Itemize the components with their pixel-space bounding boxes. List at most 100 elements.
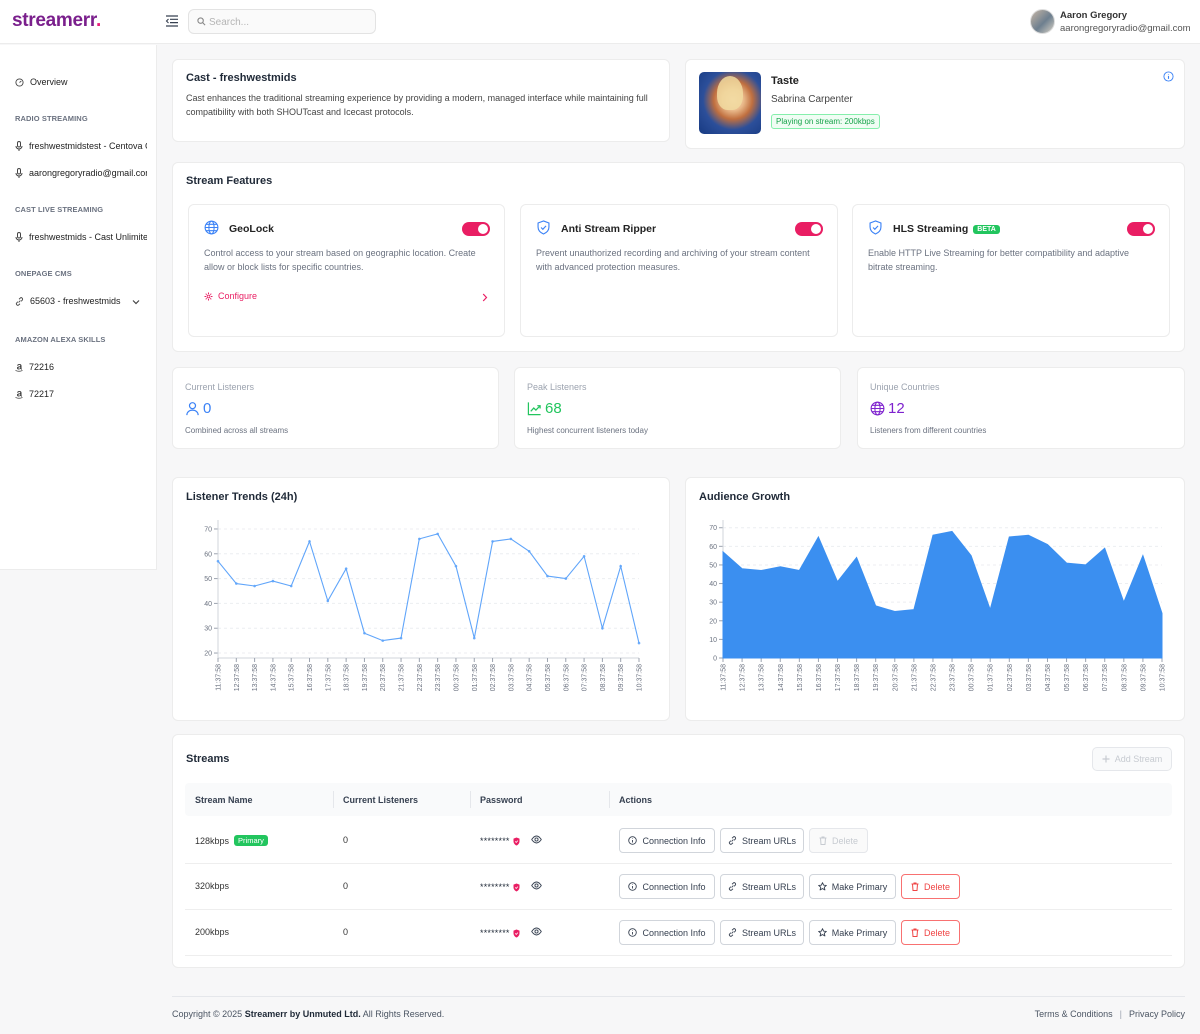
y-tick-label: 50 — [204, 576, 212, 583]
y-tick-label: 40 — [204, 601, 212, 608]
x-tick-label: 10:37:58 — [637, 664, 644, 691]
stream-urls-button[interactable]: Stream URLs — [720, 874, 804, 899]
sidebar-item-radio-1[interactable]: freshwestmidstest - Centova C — [15, 141, 147, 151]
terms-link[interactable]: Terms & Conditions — [1034, 1009, 1113, 1019]
connection-info-button[interactable]: Connection Info — [619, 828, 715, 853]
add-stream-button[interactable]: Add Stream — [1092, 747, 1172, 771]
x-tick-label: 05:37:58 — [1064, 664, 1071, 691]
copyright-suffix: All Rights Reserved. — [362, 1009, 445, 1019]
delete-button[interactable]: Delete — [809, 828, 868, 853]
info-icon[interactable] — [1163, 71, 1174, 82]
x-tick-label: 00:37:58 — [969, 664, 976, 691]
data-point[interactable] — [619, 564, 622, 568]
track-title: Taste — [771, 75, 799, 87]
data-point[interactable] — [436, 532, 439, 536]
data-point[interactable] — [527, 549, 531, 553]
sidebar-item-overview[interactable]: Overview — [15, 77, 147, 87]
chevron-down-icon[interactable] — [132, 299, 140, 305]
avatar[interactable] — [1030, 9, 1055, 34]
sidebar-item-cms-1[interactable]: 65603 - freshwestmids — [15, 296, 147, 306]
footer-separator: | — [1119, 1009, 1122, 1019]
data-point[interactable] — [601, 626, 604, 630]
make-primary-button[interactable]: Make Primary — [809, 874, 896, 899]
sidebar-item-alexa-1[interactable]: 72216 — [15, 362, 147, 372]
data-point[interactable] — [637, 641, 641, 645]
stream-name-cell: 128kbps Primary — [195, 835, 268, 846]
data-point[interactable] — [344, 567, 348, 570]
eye-icon[interactable] — [531, 880, 542, 891]
sidebar-item-cast-1[interactable]: freshwestmids - Cast Unlimite — [15, 232, 147, 242]
eye-icon[interactable] — [531, 834, 542, 845]
x-tick-label: 06:37:58 — [563, 664, 570, 691]
eye-icon[interactable] — [531, 926, 542, 937]
stat-label: Unique Countries — [870, 382, 940, 392]
stat-peak-listeners: Peak Listeners 68 Highest concurrent lis… — [514, 367, 841, 449]
data-point[interactable] — [546, 574, 549, 578]
logo[interactable]: streamerr. — [12, 10, 101, 31]
connection-info-button[interactable]: Connection Info — [619, 920, 715, 945]
user-menu[interactable]: Aaron Gregory aarongregoryradio@gmail.co… — [1030, 9, 1195, 37]
y-tick-label: 10 — [709, 637, 717, 644]
data-point[interactable] — [454, 564, 458, 568]
data-point[interactable] — [216, 559, 220, 563]
x-tick-label: 21:37:58 — [911, 664, 918, 691]
delete-button[interactable]: Delete — [901, 920, 960, 945]
data-point[interactable] — [509, 537, 513, 541]
y-tick-label: 30 — [204, 626, 212, 633]
stat-label: Current Listeners — [185, 382, 255, 392]
button-label: Make Primary — [831, 927, 888, 938]
data-point[interactable] — [472, 636, 476, 640]
x-tick-label: 11:37:58 — [721, 664, 728, 691]
table-row: 128kbps Primary 0 ******** Connection Inf… — [185, 818, 1172, 864]
data-point[interactable] — [326, 599, 330, 603]
configure-link[interactable]: Configure — [204, 291, 257, 301]
microphone-icon — [15, 168, 23, 178]
data-point[interactable] — [271, 579, 275, 583]
data-point[interactable] — [399, 636, 403, 640]
data-point[interactable] — [308, 540, 311, 543]
data-point[interactable] — [418, 537, 421, 541]
sidebar-item-radio-2[interactable]: aarongregoryradio@gmail.con — [15, 168, 147, 178]
dashboard-icon — [15, 77, 24, 87]
connection-info-button[interactable]: Connection Info — [619, 874, 715, 899]
feature-title: HLS Streaming BETA — [893, 223, 1000, 235]
data-point[interactable] — [381, 639, 385, 642]
company-name[interactable]: Streamerr by Unmuted Ltd. — [244, 1009, 361, 1019]
x-tick-label: 19:37:58 — [362, 664, 369, 691]
primary-badge: Primary — [234, 835, 268, 846]
amazon-icon — [15, 390, 23, 399]
shield-icon — [513, 929, 520, 937]
link-icon — [728, 928, 737, 937]
sidebar-item-alexa-2[interactable]: 72217 — [15, 389, 147, 399]
column-header: Password — [480, 795, 523, 805]
geolock-toggle[interactable] — [462, 222, 490, 236]
chevron-right-icon[interactable] — [482, 293, 488, 302]
data-point[interactable] — [289, 584, 293, 588]
album-art — [699, 72, 761, 134]
data-point[interactable] — [491, 540, 494, 543]
data-point[interactable] — [363, 631, 366, 635]
search-input[interactable] — [209, 14, 369, 30]
delete-button[interactable]: Delete — [901, 874, 960, 899]
stream-urls-button[interactable]: Stream URLs — [720, 828, 804, 853]
menu-toggle-icon[interactable] — [165, 14, 179, 28]
x-tick-label: 01:37:58 — [988, 664, 995, 691]
x-tick-label: 02:37:58 — [1007, 664, 1014, 691]
footer-divider — [172, 996, 1185, 997]
data-point[interactable] — [582, 554, 586, 558]
anti-ripper-toggle[interactable] — [795, 222, 823, 236]
data-point[interactable] — [564, 577, 568, 580]
stream-features-card: Stream Features GeoLock Control access t… — [172, 162, 1185, 352]
shield-check-icon — [537, 220, 550, 235]
data-point[interactable] — [253, 584, 256, 588]
cast-title: Cast - freshwestmids — [186, 72, 297, 84]
hls-toggle[interactable] — [1127, 222, 1155, 236]
data-point[interactable] — [235, 582, 238, 585]
x-tick-label: 00:37:58 — [453, 664, 460, 691]
privacy-link[interactable]: Privacy Policy — [1128, 1009, 1185, 1019]
x-tick-label: 07:37:58 — [1102, 664, 1109, 691]
button-label: Connection Info — [642, 835, 706, 846]
sidebar-item-label: aarongregoryradio@gmail.con — [29, 168, 147, 178]
stream-urls-button[interactable]: Stream URLs — [720, 920, 804, 945]
make-primary-button[interactable]: Make Primary — [809, 920, 896, 945]
